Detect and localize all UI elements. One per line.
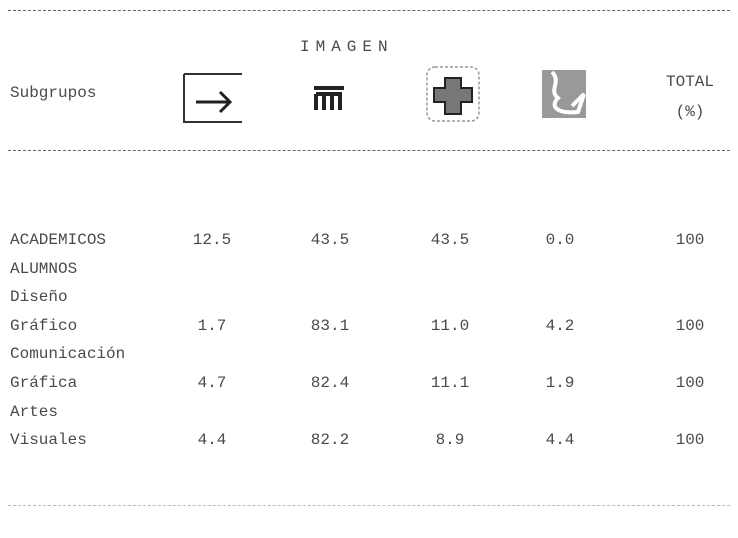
cross-icon <box>426 66 480 122</box>
row-label: ACADEMICOS <box>10 231 107 249</box>
arrow-icon <box>183 73 242 123</box>
cell: 11.0 <box>430 316 470 335</box>
cell: 83.1 <box>310 316 350 335</box>
cell: 100 <box>675 374 705 392</box>
subgroups-header: Subgrupos <box>10 84 97 102</box>
cell: 43.5 <box>310 231 350 249</box>
row-label: Gráfico <box>10 316 78 335</box>
image-header: IMAGEN <box>300 38 394 56</box>
cell: 0.0 <box>545 231 575 249</box>
cell: 12.5 <box>192 231 232 249</box>
cell: 11.1 <box>430 374 470 392</box>
metro-icon <box>314 86 344 110</box>
cell: 4.4 <box>545 431 575 450</box>
cell: 100 <box>675 231 705 249</box>
cell: 1.9 <box>545 374 575 392</box>
cell: 100 <box>675 431 705 450</box>
cell: 43.5 <box>430 231 470 249</box>
bent-icon <box>542 70 586 118</box>
cell: 4.4 <box>197 431 227 450</box>
cell: 4.2 <box>545 316 575 335</box>
total-unit: (%) <box>675 103 705 121</box>
row-label: Artes <box>10 402 59 421</box>
header-rule <box>8 150 730 151</box>
total-header: TOTAL <box>665 73 714 91</box>
cell: 8.9 <box>435 431 465 450</box>
cell: 100 <box>675 316 705 335</box>
row-label: Comunicación <box>10 345 126 364</box>
cell: 82.4 <box>310 374 350 392</box>
row-label: Visuales <box>10 431 87 450</box>
row-label: Gráfica <box>10 374 78 392</box>
row-label: Diseño <box>10 288 68 307</box>
bottom-rule <box>8 505 730 506</box>
top-rule <box>8 10 730 11</box>
cell: 4.7 <box>197 374 227 392</box>
cell: 1.7 <box>197 316 227 335</box>
row-label: ALUMNOS <box>10 259 78 278</box>
cell: 82.2 <box>310 431 350 450</box>
